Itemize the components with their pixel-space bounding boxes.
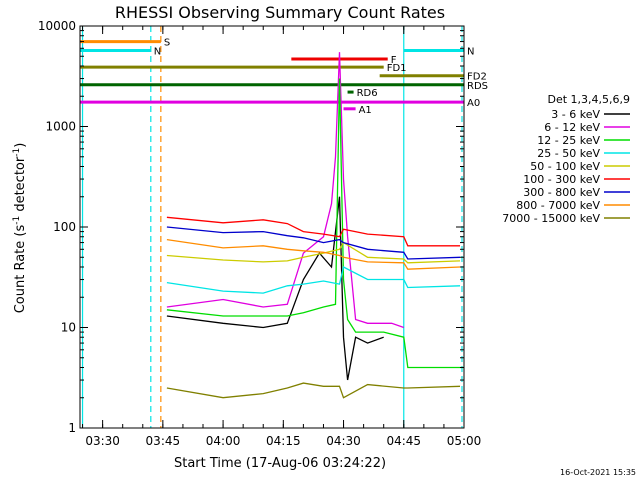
y-tick-label: 1000	[45, 120, 76, 134]
y-axis-label-mid: detector	[13, 156, 28, 216]
x-tick-label: 04:00	[206, 434, 241, 448]
plot-frame	[79, 25, 465, 429]
flag-label: F	[391, 55, 397, 66]
x-tick-label: 05:00	[447, 434, 482, 448]
x-tick-label: 04:30	[326, 434, 361, 448]
flag-label: A0	[467, 98, 480, 109]
flag-label: N	[154, 47, 161, 58]
x-axis-label: Start Time (17-Aug-06 03:24:22)	[174, 456, 386, 471]
flag-label: S	[164, 38, 170, 49]
y-axis: 1 10 100 1000 10000	[38, 19, 464, 435]
flag-label: N	[467, 47, 474, 58]
flag-label: A1	[359, 105, 372, 116]
series-layer	[166, 52, 464, 399]
series-line	[166, 241, 461, 264]
x-tick-label: 03:30	[85, 434, 120, 448]
x-tick-label: 04:15	[266, 434, 301, 448]
series-line	[166, 196, 384, 381]
x-tick-label: 04:45	[386, 434, 421, 448]
y-tick-label: 10	[61, 321, 76, 335]
series-line	[166, 238, 461, 270]
y-axis-label-sup2: -1	[12, 148, 22, 157]
series-line	[166, 266, 461, 294]
series-line	[166, 382, 461, 399]
legend-label: 7000 - 15000 keV	[502, 212, 600, 225]
flag-label: RDS	[467, 81, 488, 92]
legend-label: 6 - 12 keV	[544, 121, 600, 134]
series-line	[166, 52, 405, 329]
y-tick-label: 1	[68, 421, 76, 435]
y-axis-label-end: )	[13, 143, 28, 148]
legend-label: 300 - 800 keV	[523, 186, 600, 199]
flag-label: FD1	[387, 63, 407, 74]
y-axis-label-sup1: -1	[12, 216, 22, 225]
flag-label: FD2	[467, 72, 487, 83]
flag-label: RD6	[357, 88, 378, 99]
legend-title: Det 1,3,4,5,6,9	[547, 93, 630, 106]
y-axis-label: Count Rate (s-1 detector-1)	[12, 143, 28, 314]
vertical-markers	[81, 26, 463, 428]
y-tick-label: 10000	[38, 19, 76, 33]
series-line	[166, 226, 461, 260]
series-line	[166, 78, 464, 369]
legend-label: 800 - 7000 keV	[516, 199, 600, 212]
y-axis-label-main: Count Rate (s	[13, 225, 28, 314]
legend-label: 25 - 50 keV	[537, 147, 600, 160]
chart-title: RHESSI Observing Summary Count Rates	[115, 3, 445, 22]
legend-label: 3 - 6 keV	[551, 108, 600, 121]
legend-label: 50 - 100 keV	[530, 160, 600, 173]
series-line	[166, 216, 460, 247]
x-tick-label: 03:45	[146, 434, 181, 448]
y-tick-label: 100	[53, 220, 76, 234]
x-axis: 03:30 03:45 04:00 04:15 04:30 04:45 05:00	[82, 26, 482, 448]
legend-label: 100 - 300 keV	[523, 173, 600, 186]
footer-timestamp: 16-Oct-2021 15:35	[560, 468, 636, 477]
legend-label: 12 - 25 keV	[537, 134, 600, 147]
